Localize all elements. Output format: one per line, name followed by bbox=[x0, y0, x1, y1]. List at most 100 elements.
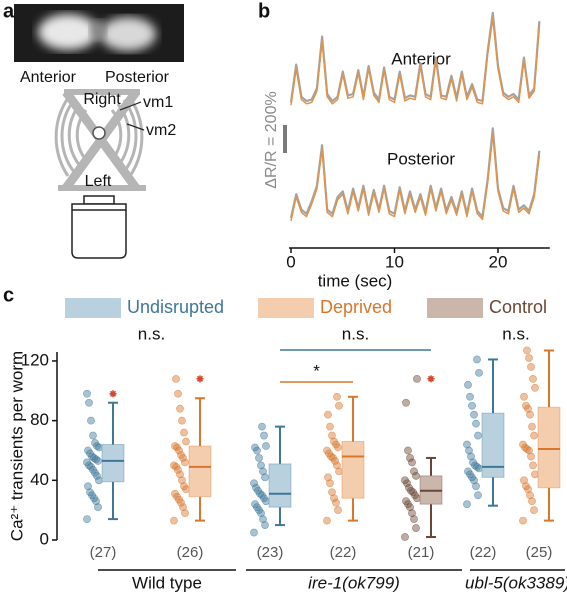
significance-label: * bbox=[313, 361, 320, 380]
legend-label: Deprived bbox=[320, 297, 392, 317]
group-label: ubl-5(ok3389) bbox=[465, 573, 567, 592]
y-tick-label: 40 bbox=[30, 470, 49, 489]
data-point bbox=[335, 401, 343, 410]
data-point bbox=[86, 488, 94, 497]
data-point bbox=[176, 470, 184, 479]
box bbox=[481, 412, 505, 478]
data-point bbox=[527, 363, 535, 371]
data-point bbox=[260, 431, 268, 440]
data-point bbox=[85, 398, 93, 407]
data-point bbox=[84, 446, 92, 455]
data-point bbox=[464, 380, 472, 389]
data-point bbox=[262, 442, 270, 450]
data-point bbox=[181, 509, 189, 518]
y-tick-label: 120 bbox=[21, 350, 49, 369]
data-point bbox=[323, 446, 331, 455]
legend-label: Control bbox=[489, 297, 547, 317]
data-point bbox=[180, 428, 188, 437]
data-point bbox=[91, 439, 99, 447]
data-point bbox=[251, 500, 259, 509]
trace bbox=[290, 133, 541, 221]
data-point bbox=[404, 446, 412, 455]
data-point bbox=[522, 482, 530, 491]
data-point bbox=[89, 431, 97, 440]
data-point bbox=[468, 401, 476, 410]
data-point bbox=[530, 431, 538, 440]
microscopy-image bbox=[14, 4, 184, 62]
data-point bbox=[412, 471, 420, 480]
data-point bbox=[181, 458, 189, 467]
data-point bbox=[520, 476, 528, 485]
significance-label: n.s. bbox=[342, 324, 369, 343]
data-point bbox=[179, 503, 187, 512]
data-point bbox=[410, 515, 418, 524]
n-label: (22) bbox=[470, 544, 497, 561]
schematic-label: Left bbox=[85, 173, 112, 190]
data-point bbox=[531, 383, 539, 392]
data-point bbox=[182, 437, 190, 446]
data-point bbox=[469, 458, 477, 467]
data-point bbox=[326, 479, 334, 488]
schematic-label: vm2 bbox=[146, 122, 176, 139]
data-point bbox=[475, 368, 483, 377]
scale-bar bbox=[283, 125, 287, 153]
data-point bbox=[261, 521, 269, 529]
y-tick-label: 80 bbox=[30, 410, 49, 429]
data-point bbox=[176, 404, 184, 413]
x-tick-label: 10 bbox=[385, 252, 404, 271]
legend-swatch bbox=[65, 298, 121, 318]
data-point bbox=[465, 446, 473, 455]
x-axis-label: time (sec) bbox=[318, 271, 393, 290]
data-point bbox=[519, 516, 527, 525]
data-point bbox=[523, 346, 531, 355]
data-point bbox=[526, 491, 534, 500]
data-point bbox=[333, 461, 341, 470]
panel-label: b bbox=[258, 0, 270, 22]
data-point bbox=[172, 374, 180, 383]
group-label: Wild type bbox=[132, 573, 202, 592]
y-axis-label: Ca²⁺ transients per worm bbox=[7, 351, 26, 541]
data-point bbox=[324, 473, 332, 482]
data-point bbox=[328, 431, 336, 440]
scale-bar-label: ΔR/R = 200% bbox=[263, 91, 280, 188]
data-point bbox=[464, 467, 472, 476]
box bbox=[537, 406, 561, 489]
image-label: Anterior bbox=[20, 69, 77, 86]
data-point bbox=[466, 392, 474, 401]
data-point bbox=[408, 509, 416, 518]
data-point bbox=[463, 440, 471, 449]
schematic-label: Right bbox=[83, 91, 121, 108]
data-point bbox=[528, 497, 536, 506]
data-point bbox=[323, 516, 331, 525]
data-point bbox=[84, 482, 92, 491]
data-point bbox=[529, 374, 537, 383]
data-point bbox=[255, 454, 263, 462]
data-point bbox=[470, 410, 478, 419]
significance-label: n.s. bbox=[502, 324, 529, 343]
data-point bbox=[330, 437, 338, 446]
n-label: (25) bbox=[526, 544, 553, 561]
data-point bbox=[463, 500, 471, 509]
data-point bbox=[333, 392, 341, 401]
data-point bbox=[528, 422, 536, 431]
data-point bbox=[410, 467, 418, 476]
data-point bbox=[261, 473, 269, 482]
data-point bbox=[406, 454, 414, 462]
schematic bbox=[54, 89, 146, 259]
data-point bbox=[408, 458, 416, 467]
data-point bbox=[401, 533, 409, 541]
data-point bbox=[467, 452, 475, 461]
panel-label: a bbox=[3, 0, 15, 22]
data-point bbox=[330, 494, 338, 503]
box bbox=[188, 445, 212, 498]
data-point bbox=[324, 410, 332, 419]
outlier bbox=[196, 375, 204, 383]
data-point bbox=[334, 506, 342, 515]
data-point bbox=[402, 398, 410, 407]
legend-swatch bbox=[427, 298, 483, 318]
x-tick-label: 0 bbox=[286, 252, 295, 271]
data-point bbox=[174, 389, 182, 398]
data-point bbox=[519, 440, 527, 449]
data-point bbox=[258, 422, 266, 431]
legend-label: Undisrupted bbox=[127, 297, 224, 317]
